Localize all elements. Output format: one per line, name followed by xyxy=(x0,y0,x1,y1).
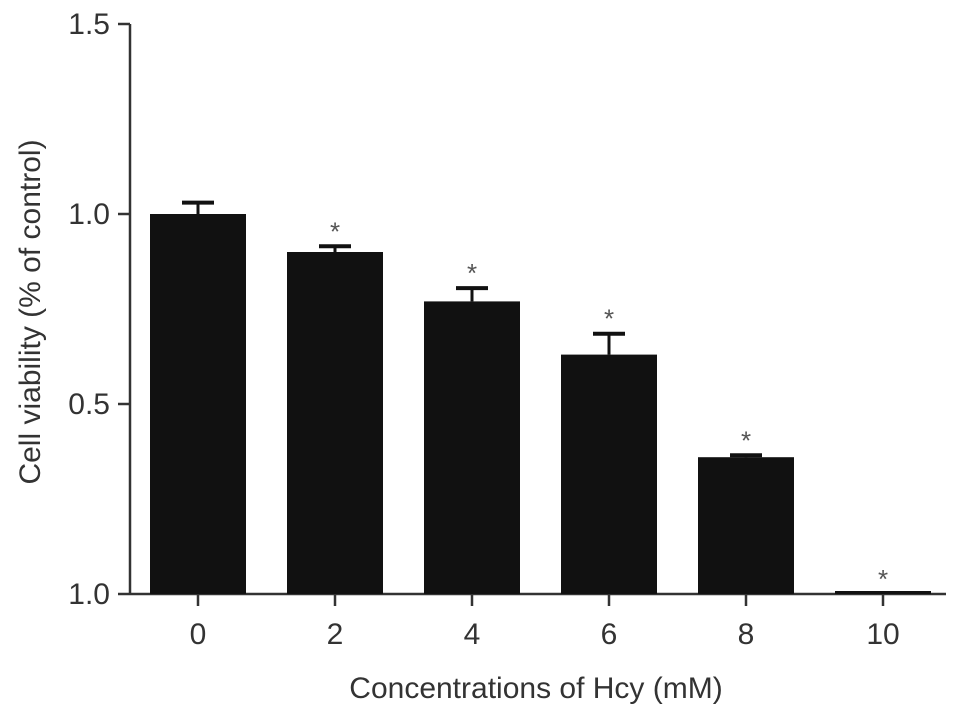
x-tick-label-4: 4 xyxy=(464,618,481,651)
y-tick-label-1: 0.5 xyxy=(68,388,110,421)
significance-mark-6: * xyxy=(604,304,614,334)
significance-mark-2: * xyxy=(330,216,340,246)
x-tick-label-8: 8 xyxy=(738,618,755,651)
bar-4 xyxy=(424,301,520,594)
significance-mark-8: * xyxy=(741,425,751,455)
y-tick-label-0: 1.0 xyxy=(68,578,110,611)
x-tick-label-0: 0 xyxy=(190,618,207,651)
significance-mark-4: * xyxy=(467,258,477,288)
plot-area: 1.0 0.5 1.0 1.5 0 2 * 4 * 6 * 8 * 10 * xyxy=(68,8,946,651)
x-axis-title: Concentrations of Hcy (mM) xyxy=(349,672,722,705)
y-axis-title: Cell viability (% of control) xyxy=(14,139,47,484)
bar-0 xyxy=(150,214,246,594)
bar-10 xyxy=(835,591,931,594)
y-tick-label-2: 1.0 xyxy=(68,198,110,231)
bar-8 xyxy=(698,457,794,594)
x-tick-label-10: 10 xyxy=(866,618,899,651)
x-tick-label-2: 2 xyxy=(327,618,344,651)
significance-mark-10: * xyxy=(878,564,888,594)
bar-2 xyxy=(287,252,383,594)
x-tick-label-6: 6 xyxy=(601,618,618,651)
bar-6 xyxy=(561,354,657,594)
y-tick-label-3: 1.5 xyxy=(68,8,110,41)
